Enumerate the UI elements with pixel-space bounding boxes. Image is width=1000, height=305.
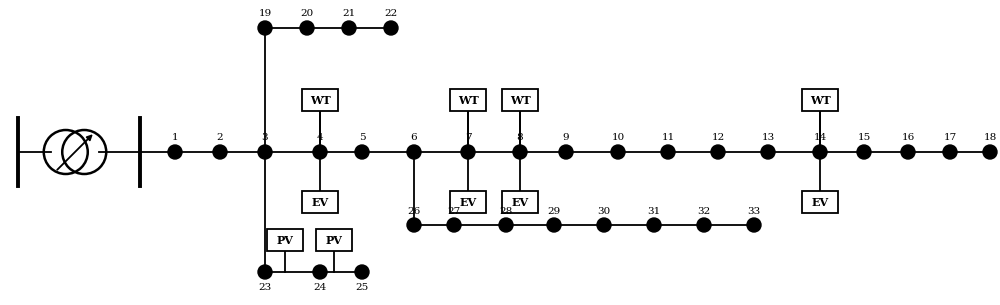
Text: WT: WT	[310, 95, 330, 106]
Text: 26: 26	[407, 206, 421, 216]
Circle shape	[461, 145, 475, 159]
Circle shape	[384, 21, 398, 35]
Text: WT: WT	[810, 95, 830, 106]
Circle shape	[258, 21, 272, 35]
Text: 9: 9	[563, 134, 569, 142]
Bar	[502, 89, 538, 111]
Circle shape	[342, 21, 356, 35]
Bar	[302, 89, 338, 111]
Circle shape	[407, 145, 421, 159]
Text: 24: 24	[313, 284, 327, 292]
Text: EV: EV	[811, 196, 829, 207]
Text: 28: 28	[499, 206, 513, 216]
Bar	[302, 191, 338, 213]
Text: 5: 5	[359, 134, 365, 142]
Text: 11: 11	[661, 134, 675, 142]
Circle shape	[597, 218, 611, 232]
Text: 17: 17	[943, 134, 957, 142]
Circle shape	[213, 145, 227, 159]
Circle shape	[559, 145, 573, 159]
Text: 2: 2	[217, 134, 223, 142]
Text: WT: WT	[458, 95, 478, 106]
Text: 18: 18	[983, 134, 997, 142]
Circle shape	[661, 145, 675, 159]
Text: 30: 30	[597, 206, 611, 216]
Circle shape	[447, 218, 461, 232]
Text: 25: 25	[355, 284, 369, 292]
Text: 4: 4	[317, 134, 323, 142]
Text: 22: 22	[384, 9, 398, 19]
Circle shape	[499, 218, 513, 232]
Circle shape	[857, 145, 871, 159]
Text: 23: 23	[258, 284, 272, 292]
Text: 33: 33	[747, 206, 761, 216]
Text: EV: EV	[459, 196, 477, 207]
Circle shape	[513, 145, 527, 159]
Text: EV: EV	[311, 196, 329, 207]
Text: 19: 19	[258, 9, 272, 19]
Circle shape	[761, 145, 775, 159]
Text: 15: 15	[857, 134, 871, 142]
Text: 14: 14	[813, 134, 827, 142]
Text: 7: 7	[465, 134, 471, 142]
Bar	[802, 89, 838, 111]
Text: 27: 27	[447, 206, 461, 216]
Text: WT: WT	[510, 95, 530, 106]
Circle shape	[611, 145, 625, 159]
Text: 13: 13	[761, 134, 775, 142]
Circle shape	[355, 145, 369, 159]
Circle shape	[300, 21, 314, 35]
Text: 1: 1	[172, 134, 178, 142]
Bar	[802, 191, 838, 213]
Text: 21: 21	[342, 9, 356, 19]
Circle shape	[313, 145, 327, 159]
Circle shape	[168, 145, 182, 159]
Circle shape	[258, 145, 272, 159]
Bar	[502, 191, 538, 213]
Circle shape	[813, 145, 827, 159]
Text: PV: PV	[277, 235, 293, 246]
Text: 20: 20	[300, 9, 314, 19]
Text: PV: PV	[326, 235, 342, 246]
Bar	[450, 191, 486, 213]
Text: 29: 29	[547, 206, 561, 216]
Circle shape	[547, 218, 561, 232]
Circle shape	[943, 145, 957, 159]
Text: 8: 8	[517, 134, 523, 142]
Text: 10: 10	[611, 134, 625, 142]
Text: 16: 16	[901, 134, 915, 142]
Circle shape	[697, 218, 711, 232]
Circle shape	[711, 145, 725, 159]
Circle shape	[647, 218, 661, 232]
Text: 6: 6	[411, 134, 417, 142]
Circle shape	[258, 265, 272, 279]
Text: 31: 31	[647, 206, 661, 216]
Circle shape	[355, 265, 369, 279]
Text: EV: EV	[511, 196, 529, 207]
Circle shape	[313, 265, 327, 279]
Text: 12: 12	[711, 134, 725, 142]
Circle shape	[407, 218, 421, 232]
Bar	[450, 89, 486, 111]
Circle shape	[983, 145, 997, 159]
Text: 3: 3	[262, 134, 268, 142]
Text: 32: 32	[697, 206, 711, 216]
Bar	[267, 229, 303, 251]
Circle shape	[901, 145, 915, 159]
Bar	[316, 229, 352, 251]
Circle shape	[747, 218, 761, 232]
